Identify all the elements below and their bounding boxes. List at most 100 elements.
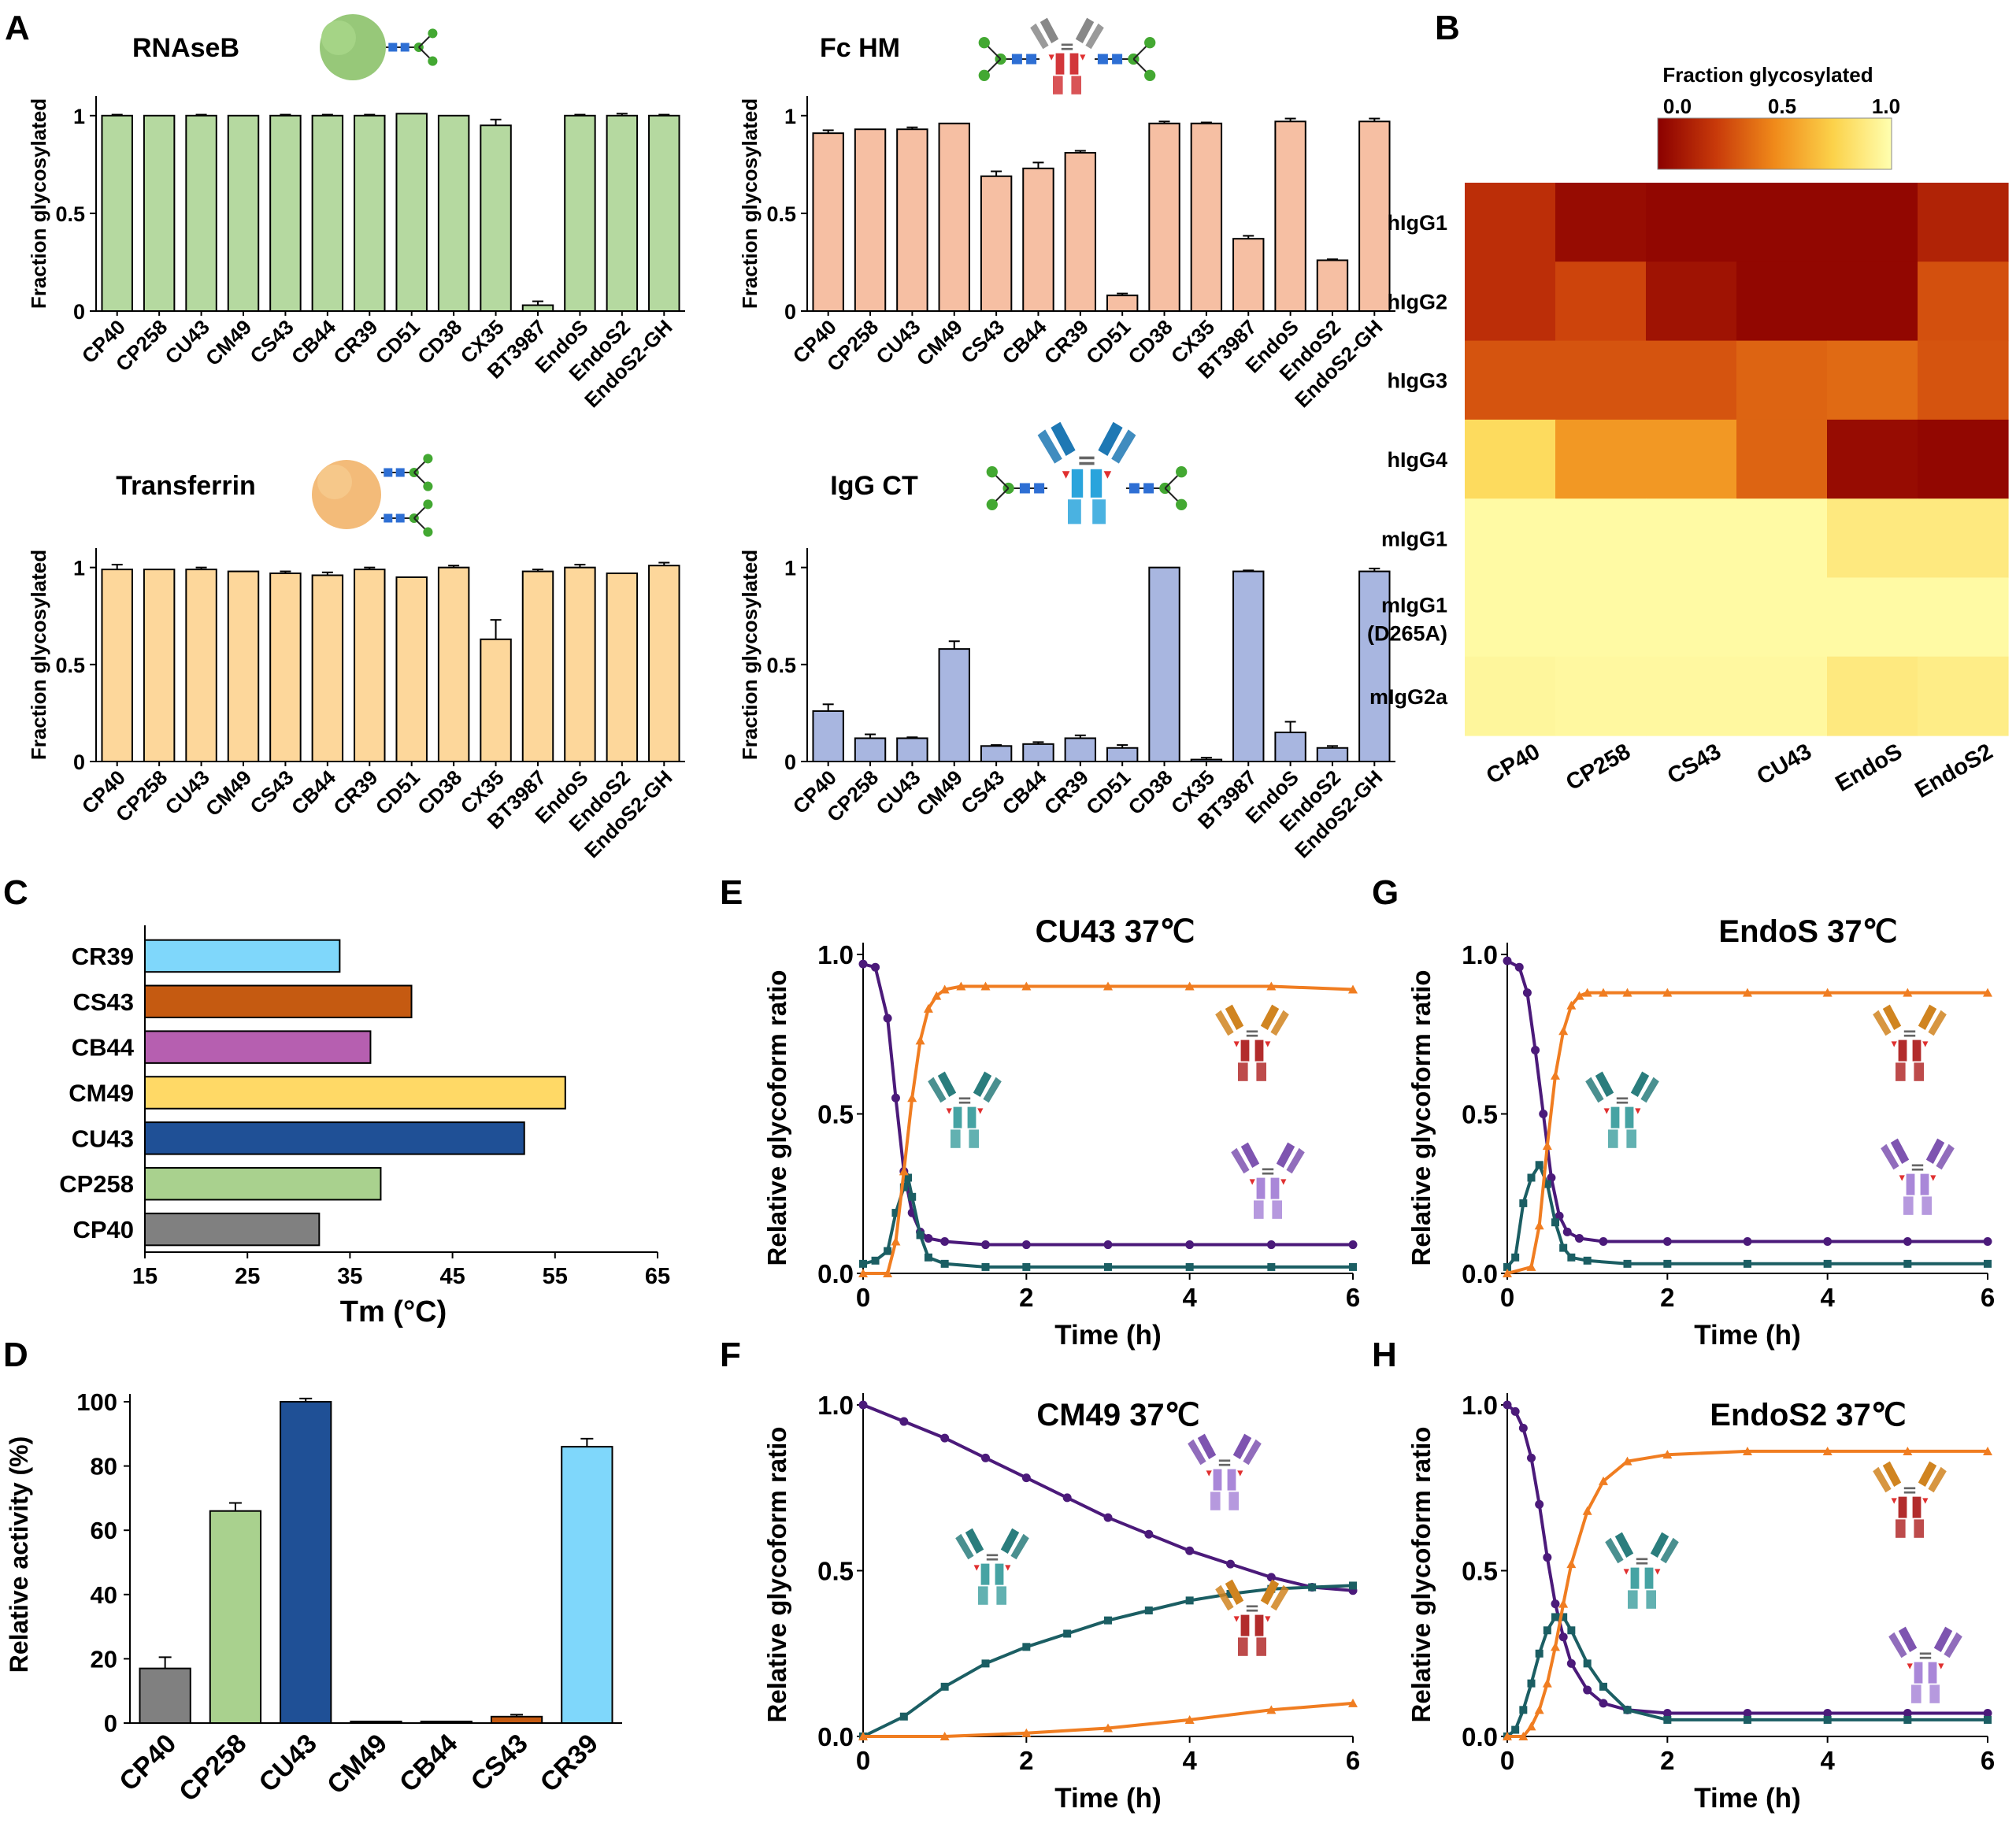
chart-title: IgG CT xyxy=(830,471,918,501)
data-point-G2F xyxy=(871,963,880,972)
fucose-triangle xyxy=(1892,1041,1897,1047)
y-tick-label: 1.0 xyxy=(1462,940,1498,969)
data-point-hemi xyxy=(1022,1263,1030,1271)
heatmap-cell xyxy=(1736,577,1828,657)
x-tick-label: CM49 xyxy=(912,765,967,821)
x-tick-label: 0 xyxy=(1500,1283,1514,1312)
x-tick-label: 4 xyxy=(1182,1283,1197,1312)
data-point-hemi xyxy=(1584,1659,1592,1667)
bar xyxy=(145,986,412,1018)
data-point-hemi xyxy=(1567,1626,1575,1634)
mannose-circle xyxy=(423,528,432,537)
data-point-G2F xyxy=(859,1401,868,1410)
chart-cu43: CU43 37℃0.00.51.00 2 4 6Time (h)Relative gl… xyxy=(762,914,1360,1351)
mannose-circle xyxy=(423,482,432,491)
data-point-hemi xyxy=(1519,1706,1527,1714)
bar xyxy=(102,569,132,762)
series-line-G2F xyxy=(863,1405,1353,1591)
data-point-G2F xyxy=(1903,1237,1912,1246)
y-axis-label: Fraction glycosylated xyxy=(738,550,762,760)
y-tick-label: CP40 xyxy=(72,1216,134,1243)
data-point-G2F xyxy=(1539,1110,1547,1118)
fc-domain xyxy=(1254,1200,1264,1218)
x-tick-label: CU43 xyxy=(871,315,925,369)
column-label: EndoS2 xyxy=(1910,739,1997,803)
fc-domain xyxy=(1071,76,1081,94)
fc-domain xyxy=(1241,1040,1250,1062)
data-point-hemi xyxy=(900,1713,908,1721)
data-point-hemi xyxy=(1186,1263,1194,1271)
data-point-G2F xyxy=(1543,1553,1551,1562)
data-point-G2F xyxy=(1583,1686,1592,1695)
data-point-hemi xyxy=(1559,1244,1567,1252)
data-point-hemi xyxy=(1984,1260,1992,1268)
data-point-deglyco xyxy=(1558,1599,1568,1608)
chart-title: RNAseB xyxy=(132,33,239,63)
heatmap-cell xyxy=(1827,577,1918,657)
y-tick-label: CM49 xyxy=(69,1080,134,1107)
fc-domain xyxy=(1914,1062,1924,1080)
data-point-hemi xyxy=(1511,1726,1519,1734)
y-axis-label: Relative glycoform ratio xyxy=(1406,970,1436,1266)
heatmap-cell xyxy=(1555,420,1647,499)
data-point-G2F xyxy=(1349,1240,1358,1249)
panel-letter-h: H xyxy=(1372,1336,1397,1374)
bar xyxy=(280,1402,331,1723)
fc-domain xyxy=(1255,1040,1264,1062)
bar xyxy=(270,116,300,311)
fc-domain xyxy=(954,1107,962,1128)
fc-domain xyxy=(1238,1637,1248,1655)
glycan-icon xyxy=(1126,466,1187,510)
bar xyxy=(228,116,258,311)
glcnac-square xyxy=(1034,484,1044,494)
y-tick-label: CS43 xyxy=(72,988,134,1016)
bar xyxy=(649,116,679,311)
y-tick-label: 1 xyxy=(784,557,796,580)
bar xyxy=(565,116,595,311)
x-tick-label: CD51 xyxy=(371,765,424,819)
bar xyxy=(561,1447,612,1723)
x-tick-label: CB44 xyxy=(287,765,341,820)
data-point-hemi xyxy=(1349,1263,1357,1271)
fc-domain xyxy=(1914,1519,1924,1537)
glycosylated-antibody-icon xyxy=(1231,1143,1305,1219)
data-point-hemi xyxy=(941,1683,949,1691)
data-point-G2F xyxy=(1559,1632,1568,1641)
y-axis-label: Relative glycoform ratio xyxy=(762,970,791,1266)
heatmap-cell xyxy=(1465,341,1556,421)
bar xyxy=(523,306,553,311)
bar xyxy=(1149,124,1179,311)
fc-domain xyxy=(1628,1590,1638,1608)
bar xyxy=(981,746,1011,762)
row-label: hIgG1 xyxy=(1387,211,1447,235)
chart-endos2: EndoS2 37℃0.00.51.00 2 4 6Time (h)Relative … xyxy=(1406,1391,1995,1814)
y-tick-label: 0.5 xyxy=(817,1557,854,1586)
fc-domain xyxy=(1608,1129,1618,1147)
x-tick-label: CS43 xyxy=(956,765,1009,818)
glcnac-square xyxy=(384,514,392,523)
mannose-circle xyxy=(1176,466,1187,477)
y-tick-label: 1 xyxy=(73,105,85,128)
bar xyxy=(1359,121,1389,311)
bar xyxy=(981,176,1011,311)
x-tick-label: 6 xyxy=(1981,1283,1995,1312)
x-tick-label: 6 xyxy=(1981,1746,1995,1775)
heatmap-cell xyxy=(1465,183,1556,262)
fucose-triangle xyxy=(1049,54,1054,60)
x-axis-label: Time (h) xyxy=(1694,1783,1800,1814)
data-point-deglyco xyxy=(1543,1679,1552,1688)
x-tick-label: CM49 xyxy=(201,315,256,370)
bar xyxy=(1065,153,1095,311)
bar xyxy=(145,940,339,973)
y-tick-label: 0 xyxy=(73,300,85,324)
bar xyxy=(1149,568,1179,762)
x-tick-label: CP40 xyxy=(113,1729,182,1797)
x-tick-label: CD38 xyxy=(1124,315,1177,369)
heatmap-cell xyxy=(1736,341,1828,421)
bar xyxy=(1233,239,1263,311)
heatmap-cell xyxy=(1918,498,2009,578)
heatmap-cell xyxy=(1918,183,2009,262)
bar xyxy=(144,116,174,311)
data-point-G2F xyxy=(1551,1599,1560,1608)
chart-tm: 15 25 35 45 55 65Tm (°C)CR39CS43CB44CM49CU43C… xyxy=(59,925,670,1329)
